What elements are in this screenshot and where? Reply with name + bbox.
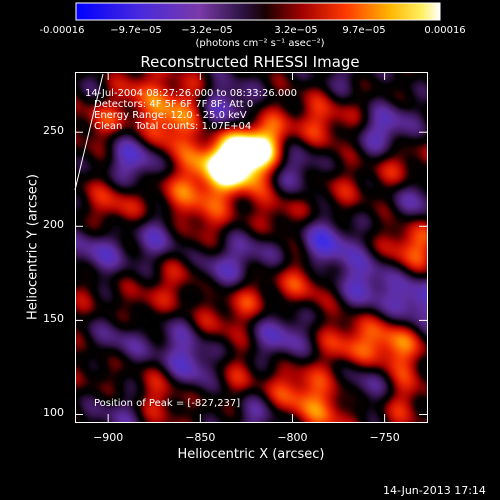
plot-frame	[75, 72, 428, 423]
colorbar-tick-label: 3.2e−05	[274, 25, 318, 36]
x-tick-label: −800	[277, 431, 308, 444]
colorbar-unit-label: (photons cm⁻² s⁻¹ asec⁻²)	[195, 38, 325, 49]
colorbar-tick-label: 9.7e−05	[342, 25, 386, 36]
y-tick-label: 100	[43, 406, 64, 420]
x-tick-label: −850	[185, 431, 216, 444]
x-tick-label: −900	[93, 431, 124, 444]
x-tick-label: −750	[369, 431, 400, 444]
chart-title: Reconstructed RHESSI Image	[140, 53, 360, 71]
time-range-annotation: 14-Jul-2004 08:27:26.000 to 08:33:26.000	[85, 88, 297, 99]
footer-timestamp: 14-Jun-2013 17:14	[383, 484, 486, 497]
x-axis-title: Heliocentric X (arcsec)	[177, 447, 325, 462]
detectors-annotation: Detectors: 4F 5F 6F 7F 8F; Att 0	[94, 99, 254, 110]
energy-range-annotation: Energy Range: 12.0 - 25.0 keV	[94, 110, 247, 121]
y-tick-label: 150	[43, 312, 64, 326]
y-tick-label: 200	[43, 218, 64, 232]
colorbar	[75, 2, 441, 21]
colorbar-tick-label: -0.00016	[39, 25, 85, 36]
clean-counts-annotation: Clean Total counts: 1.07E+04	[94, 121, 252, 132]
y-tick-label: 250	[43, 124, 64, 138]
colorbar-tick-label: −9.7e−05	[110, 25, 162, 36]
peak-position-annotation: Position of Peak = [-827,237]	[94, 398, 241, 409]
colorbar-tick-label: 0.00016	[424, 25, 466, 36]
y-axis-title: Heliocentric Y (arcsec)	[25, 174, 41, 320]
colorbar-gradient	[75, 2, 441, 21]
colorbar-tick-label: −3.2e−05	[181, 25, 233, 36]
heatmap-image	[75, 72, 427, 422]
solar-limb-line	[74, 73, 104, 191]
